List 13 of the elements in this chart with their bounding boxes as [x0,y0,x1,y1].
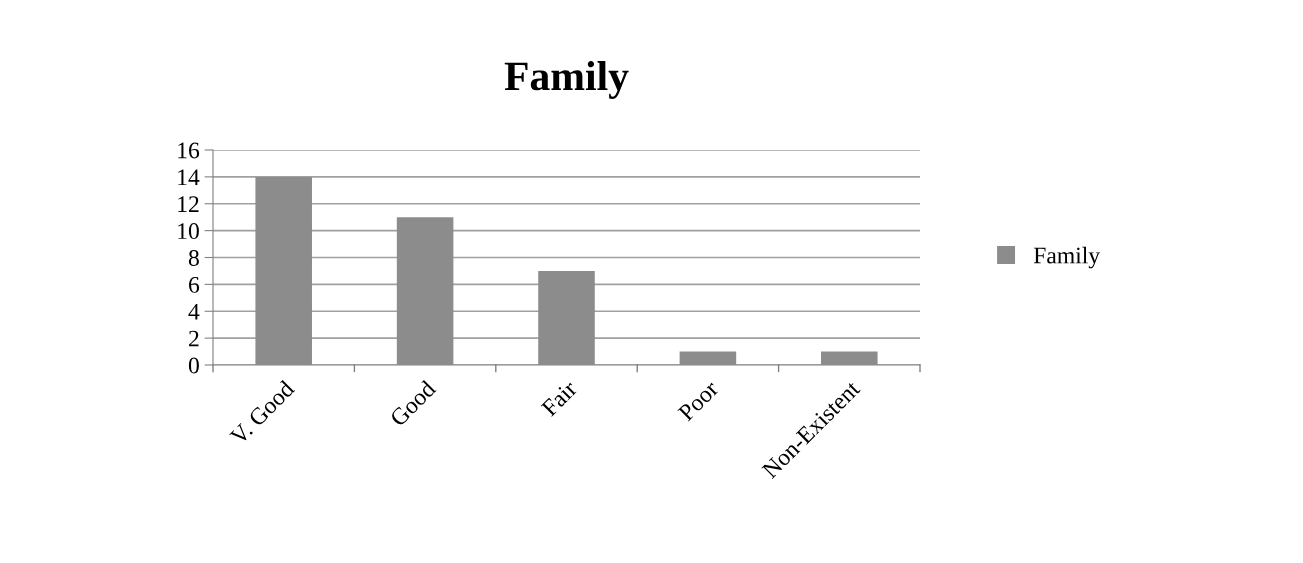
y-tick-label: 8 [188,249,199,266]
chart-title: Family [504,61,629,99]
y-tick-label: 10 [178,223,199,240]
legend-label: Family [1033,246,1101,269]
y-tick-label: 14 [178,169,200,186]
x-tick-label: Fair [540,379,579,418]
y-tick-label: 16 [178,142,200,159]
y-tick-label: 0 [188,357,199,374]
y-tick-label: 6 [189,276,200,293]
y-tick-label: 4 [188,303,200,320]
y-tick-label: 2 [189,330,199,347]
x-tick-label: Poor [677,379,720,422]
y-tick-label: 12 [178,196,199,212]
